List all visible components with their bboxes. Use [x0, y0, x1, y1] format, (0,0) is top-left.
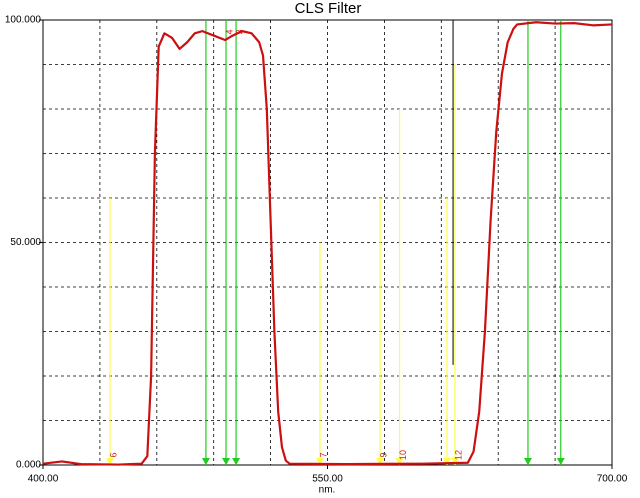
marker-arrow	[232, 458, 241, 465]
marker-label: 7	[318, 452, 328, 457]
marker-arrow	[450, 458, 459, 465]
marker-arrow	[442, 458, 451, 465]
marker-label: 9	[378, 452, 388, 457]
marker-arrow	[222, 458, 231, 465]
x-tick-label: 550.00	[312, 474, 343, 485]
y-tick-label: 50.000	[10, 237, 41, 248]
marker-arrow	[105, 458, 114, 465]
marker-label: 6	[108, 452, 118, 457]
marker-arrow	[376, 458, 385, 465]
marker-arrow	[523, 458, 532, 465]
marker-arrow	[201, 458, 210, 465]
marker-arrow	[556, 458, 565, 465]
x-tick-label: 700.00	[597, 474, 628, 485]
chart-title: CLS Filter	[295, 0, 362, 17]
marker-label: 10	[398, 450, 408, 460]
marker-label: 4	[224, 29, 234, 34]
series-line	[42, 21, 613, 466]
y-tick-label: 0.000	[16, 460, 41, 471]
marker-label: 12	[453, 450, 463, 460]
x-axis-label: nm.	[319, 485, 336, 496]
marker-arrow	[315, 458, 324, 465]
marker-arrow	[395, 458, 404, 465]
y-tick-label: 100.000	[5, 15, 42, 26]
x-tick-label: 400.00	[28, 474, 59, 485]
